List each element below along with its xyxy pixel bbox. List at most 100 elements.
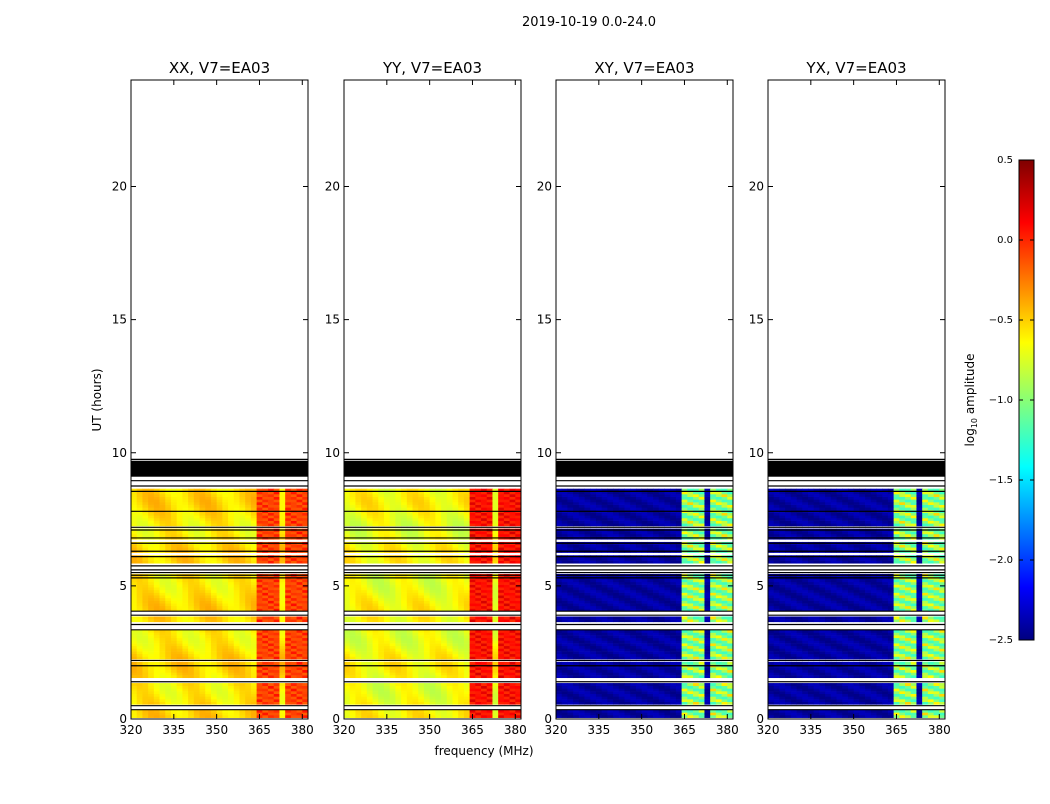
- heatmap-cell: [154, 606, 160, 609]
- heatmap-cell: [165, 688, 171, 691]
- heatmap-cell: [205, 654, 211, 657]
- heatmap-cell: [177, 662, 183, 665]
- heatmap-cell: [492, 497, 498, 500]
- heatmap-cell: [585, 696, 591, 699]
- heatmap-cell: [297, 632, 303, 635]
- heatmap-cell: [367, 494, 373, 497]
- heatmap-cell: [274, 579, 280, 582]
- heatmap-cell: [148, 694, 154, 697]
- heatmap-cell: [435, 513, 441, 516]
- heatmap-cell: [504, 534, 510, 537]
- heatmap-cell: [302, 502, 308, 505]
- heatmap-cell: [430, 694, 436, 697]
- heatmap-cell: [458, 712, 464, 715]
- heatmap-cell: [504, 590, 510, 593]
- heatmap-cell: [475, 691, 481, 694]
- heatmap-cell: [556, 696, 562, 699]
- heatmap-cell: [344, 497, 350, 500]
- heatmap-cell: [510, 582, 516, 585]
- heatmap-cell: [373, 499, 379, 502]
- heatmap-cell: [579, 715, 585, 718]
- heatmap-cell: [430, 691, 436, 694]
- heatmap-cell: [217, 651, 223, 654]
- heatmap-cell: [492, 675, 498, 678]
- heatmap-cell: [171, 702, 177, 705]
- heatmap-cell: [573, 654, 579, 657]
- heatmap-cell: [373, 643, 379, 646]
- heatmap-cell: [458, 603, 464, 606]
- heatmap-cell: [279, 513, 285, 516]
- heatmap-cell: [710, 675, 716, 678]
- heatmap-cell: [228, 672, 234, 675]
- heatmap-cell: [470, 662, 476, 665]
- heatmap-cell: [475, 616, 481, 619]
- heatmap-cell: [182, 619, 188, 622]
- heatmap-cell: [142, 688, 148, 691]
- heatmap-cell: [567, 672, 573, 675]
- heatmap-cell: [384, 598, 390, 601]
- heatmap-cell: [367, 672, 373, 675]
- heatmap-cell: [217, 499, 223, 502]
- heatmap-cell: [693, 667, 699, 670]
- heatmap-cell: [401, 638, 407, 641]
- heatmap-cell: [302, 603, 308, 606]
- heatmap-cell: [562, 662, 568, 665]
- heatmap-cell: [361, 616, 367, 619]
- heatmap-cell: [137, 688, 143, 691]
- heatmap-cell: [171, 654, 177, 657]
- heatmap-cell: [279, 696, 285, 699]
- heatmap-cell: [274, 587, 280, 590]
- heatmap-cell: [401, 667, 407, 670]
- heatmap-cell: [228, 595, 234, 598]
- heatmap-cell: [452, 616, 458, 619]
- heatmap-cell: [274, 601, 280, 604]
- heatmap-cell: [395, 593, 401, 596]
- heatmap-cell: [268, 601, 274, 604]
- heatmap-cell: [625, 688, 631, 691]
- heatmap-cell: [262, 635, 268, 638]
- heatmap-cell: [234, 579, 240, 582]
- heatmap-cell: [148, 545, 154, 548]
- heatmap-cell: [344, 656, 350, 659]
- heatmap-cell: [447, 603, 453, 606]
- heatmap-cell: [498, 531, 504, 534]
- heatmap-cell: [447, 667, 453, 670]
- heatmap-cell: [630, 702, 636, 705]
- heatmap-cell: [148, 672, 154, 675]
- heatmap-cell: [137, 683, 143, 686]
- heatmap-cell: [515, 619, 521, 622]
- heatmap-cell: [131, 497, 137, 500]
- heatmap-cell: [285, 694, 291, 697]
- heatmap-cell: [384, 675, 390, 678]
- heatmap-cell: [194, 606, 200, 609]
- heatmap-cell: [302, 598, 308, 601]
- heatmap-cell: [262, 638, 268, 641]
- heatmap-cell: [217, 646, 223, 649]
- heatmap-cell: [285, 640, 291, 643]
- heatmap-cell: [418, 545, 424, 548]
- heatmap-cell: [350, 497, 356, 500]
- heatmap-cell: [567, 688, 573, 691]
- heatmap-cell: [373, 585, 379, 588]
- heatmap-cell: [142, 518, 148, 521]
- heatmap-cell: [361, 640, 367, 643]
- heatmap-cell: [291, 616, 297, 619]
- heatmap-cell: [251, 497, 257, 500]
- heatmap-cell: [687, 662, 693, 665]
- heatmap-cell: [384, 601, 390, 604]
- heatmap-cell: [407, 656, 413, 659]
- heatmap-cell: [137, 654, 143, 657]
- heatmap-cell: [590, 662, 596, 665]
- heatmap-cell: [515, 587, 521, 590]
- heatmap-cell: [205, 651, 211, 654]
- heatmap-cell: [441, 534, 447, 537]
- heatmap-cell: [475, 502, 481, 505]
- heatmap-cell: [367, 507, 373, 510]
- heatmap-cell: [239, 712, 245, 715]
- heatmap-cell: [361, 558, 367, 561]
- heatmap-cell: [458, 606, 464, 609]
- heatmap-cell: [452, 648, 458, 651]
- heatmap-cell: [722, 683, 728, 686]
- heatmap-cell: [211, 494, 217, 497]
- heatmap-cell: [200, 507, 206, 510]
